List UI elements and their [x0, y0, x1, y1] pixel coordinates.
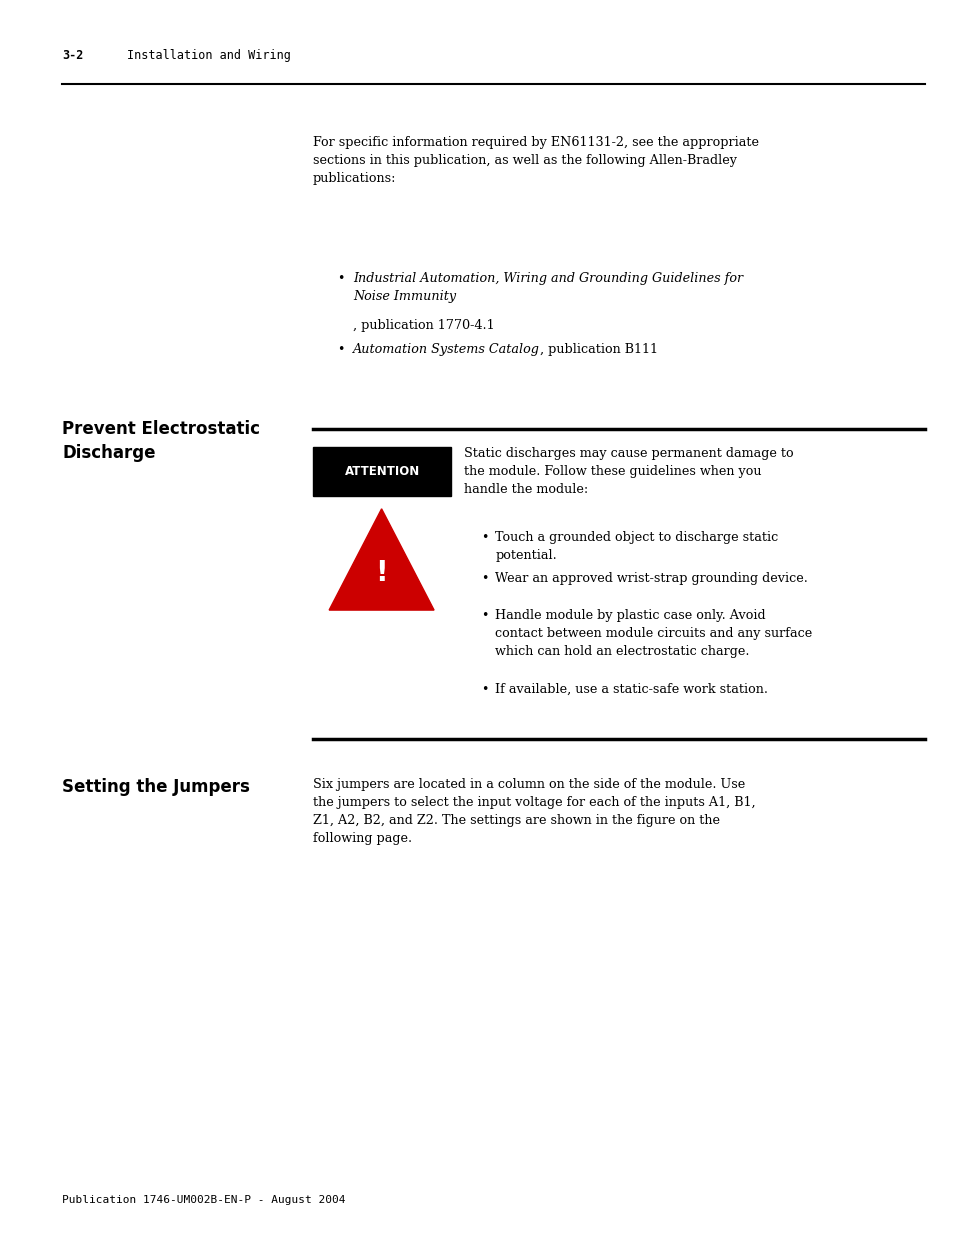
Text: Installation and Wiring: Installation and Wiring — [127, 49, 291, 63]
Text: For specific information required by EN61131-2, see the appropriate
sections in : For specific information required by EN6… — [313, 136, 759, 185]
Text: Automation Systems Catalog: Automation Systems Catalog — [353, 343, 539, 357]
Text: , publication B111: , publication B111 — [539, 343, 658, 357]
Text: Prevent Electrostatic
Discharge: Prevent Electrostatic Discharge — [62, 420, 260, 462]
Text: If available, use a static-safe work station.: If available, use a static-safe work sta… — [495, 683, 767, 697]
Text: , publication 1770-4.1: , publication 1770-4.1 — [353, 319, 494, 332]
Text: Setting the Jumpers: Setting the Jumpers — [62, 778, 250, 797]
Text: ATTENTION: ATTENTION — [344, 466, 419, 478]
Text: •: • — [336, 343, 344, 357]
Text: Handle module by plastic case only. Avoid
contact between module circuits and an: Handle module by plastic case only. Avoi… — [495, 609, 812, 658]
FancyBboxPatch shape — [313, 447, 451, 496]
Text: Six jumpers are located in a column on the side of the module. Use
the jumpers t: Six jumpers are located in a column on t… — [313, 778, 755, 845]
Text: Static discharges may cause permanent damage to
the module. Follow these guideli: Static discharges may cause permanent da… — [463, 447, 793, 496]
Text: •: • — [336, 272, 344, 285]
Text: •: • — [480, 683, 488, 697]
Text: 3-2: 3-2 — [62, 49, 83, 63]
Text: •: • — [480, 572, 488, 585]
Text: Industrial Automation, Wiring and Grounding Guidelines for
Noise Immunity: Industrial Automation, Wiring and Ground… — [353, 272, 742, 303]
Text: •: • — [480, 609, 488, 622]
Text: Touch a grounded object to discharge static
potential.: Touch a grounded object to discharge sta… — [495, 531, 778, 562]
Polygon shape — [329, 509, 434, 610]
Text: !: ! — [375, 559, 388, 587]
Text: Wear an approved wrist-strap grounding device.: Wear an approved wrist-strap grounding d… — [495, 572, 807, 585]
Text: Publication 1746-UM002B-EN-P - August 2004: Publication 1746-UM002B-EN-P - August 20… — [62, 1195, 345, 1205]
Text: •: • — [480, 531, 488, 545]
